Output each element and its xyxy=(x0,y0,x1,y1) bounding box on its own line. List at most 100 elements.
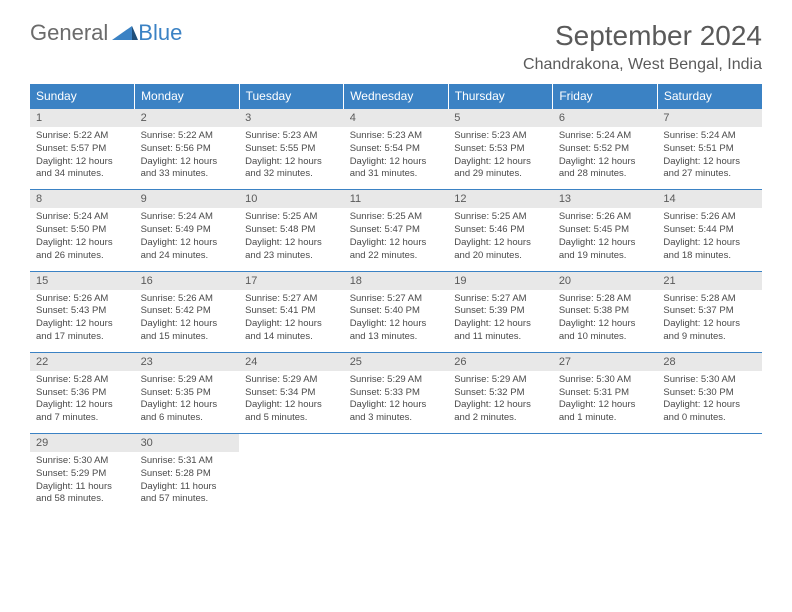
sunrise-line: Sunrise: 5:24 AM xyxy=(663,130,756,143)
sunset-line: Sunset: 5:31 PM xyxy=(559,387,652,400)
day-number: 24 xyxy=(239,352,344,371)
day-number: 19 xyxy=(448,271,553,290)
day-number-row: 15161718192021 xyxy=(30,271,762,290)
day-number: 7 xyxy=(657,109,762,128)
day-number-row: 1234567 xyxy=(30,109,762,128)
day-cell: Sunrise: 5:29 AMSunset: 5:32 PMDaylight:… xyxy=(448,371,553,434)
day-number: 10 xyxy=(239,190,344,209)
day-cell: Sunrise: 5:27 AMSunset: 5:41 PMDaylight:… xyxy=(239,290,344,353)
sunrise-line: Sunrise: 5:24 AM xyxy=(36,211,129,224)
sunset-line: Sunset: 5:50 PM xyxy=(36,224,129,237)
daylight-line: Daylight: 12 hours and 6 minutes. xyxy=(141,399,234,425)
logo-word1: General xyxy=(30,20,108,46)
empty-day-number xyxy=(344,434,449,453)
day-number: 25 xyxy=(344,352,449,371)
sunset-line: Sunset: 5:44 PM xyxy=(663,224,756,237)
weekday-sat: Saturday xyxy=(657,84,762,109)
sunset-line: Sunset: 5:29 PM xyxy=(36,468,129,481)
sunrise-line: Sunrise: 5:28 AM xyxy=(36,374,129,387)
day-cell: Sunrise: 5:26 AMSunset: 5:42 PMDaylight:… xyxy=(135,290,240,353)
sunrise-line: Sunrise: 5:26 AM xyxy=(663,211,756,224)
sunrise-line: Sunrise: 5:29 AM xyxy=(141,374,234,387)
daylight-line: Daylight: 12 hours and 31 minutes. xyxy=(350,156,443,182)
day-number: 3 xyxy=(239,109,344,128)
day-cell: Sunrise: 5:29 AMSunset: 5:33 PMDaylight:… xyxy=(344,371,449,434)
daylight-line: Daylight: 12 hours and 23 minutes. xyxy=(245,237,338,263)
empty-day-number xyxy=(239,434,344,453)
day-cell: Sunrise: 5:30 AMSunset: 5:29 PMDaylight:… xyxy=(30,452,135,514)
sunrise-line: Sunrise: 5:29 AM xyxy=(350,374,443,387)
daylight-line: Daylight: 12 hours and 20 minutes. xyxy=(454,237,547,263)
day-number: 9 xyxy=(135,190,240,209)
empty-day-cell xyxy=(239,452,344,514)
sunrise-line: Sunrise: 5:30 AM xyxy=(559,374,652,387)
sunrise-line: Sunrise: 5:23 AM xyxy=(245,130,338,143)
sunrise-line: Sunrise: 5:22 AM xyxy=(36,130,129,143)
sunset-line: Sunset: 5:55 PM xyxy=(245,143,338,156)
day-number: 13 xyxy=(553,190,658,209)
day-cell: Sunrise: 5:28 AMSunset: 5:38 PMDaylight:… xyxy=(553,290,658,353)
sunrise-line: Sunrise: 5:26 AM xyxy=(36,293,129,306)
day-number: 12 xyxy=(448,190,553,209)
sunset-line: Sunset: 5:30 PM xyxy=(663,387,756,400)
daylight-line: Daylight: 12 hours and 22 minutes. xyxy=(350,237,443,263)
day-cell: Sunrise: 5:28 AMSunset: 5:37 PMDaylight:… xyxy=(657,290,762,353)
daylight-line: Daylight: 12 hours and 34 minutes. xyxy=(36,156,129,182)
day-content-row: Sunrise: 5:24 AMSunset: 5:50 PMDaylight:… xyxy=(30,208,762,271)
day-cell: Sunrise: 5:29 AMSunset: 5:35 PMDaylight:… xyxy=(135,371,240,434)
sunset-line: Sunset: 5:41 PM xyxy=(245,305,338,318)
daylight-line: Daylight: 11 hours and 58 minutes. xyxy=(36,481,129,507)
empty-day-cell xyxy=(657,452,762,514)
daylight-line: Daylight: 12 hours and 10 minutes. xyxy=(559,318,652,344)
sunrise-line: Sunrise: 5:30 AM xyxy=(663,374,756,387)
empty-day-cell xyxy=(344,452,449,514)
daylight-line: Daylight: 12 hours and 14 minutes. xyxy=(245,318,338,344)
sunset-line: Sunset: 5:49 PM xyxy=(141,224,234,237)
day-number: 26 xyxy=(448,352,553,371)
sunrise-line: Sunrise: 5:23 AM xyxy=(454,130,547,143)
daylight-line: Daylight: 12 hours and 13 minutes. xyxy=(350,318,443,344)
day-cell: Sunrise: 5:26 AMSunset: 5:43 PMDaylight:… xyxy=(30,290,135,353)
sunset-line: Sunset: 5:36 PM xyxy=(36,387,129,400)
day-cell: Sunrise: 5:25 AMSunset: 5:48 PMDaylight:… xyxy=(239,208,344,271)
day-number: 17 xyxy=(239,271,344,290)
sunset-line: Sunset: 5:32 PM xyxy=(454,387,547,400)
sunset-line: Sunset: 5:42 PM xyxy=(141,305,234,318)
day-number: 4 xyxy=(344,109,449,128)
day-cell: Sunrise: 5:23 AMSunset: 5:55 PMDaylight:… xyxy=(239,127,344,190)
sunset-line: Sunset: 5:37 PM xyxy=(663,305,756,318)
day-content-row: Sunrise: 5:26 AMSunset: 5:43 PMDaylight:… xyxy=(30,290,762,353)
day-number: 11 xyxy=(344,190,449,209)
sunrise-line: Sunrise: 5:28 AM xyxy=(663,293,756,306)
sunrise-line: Sunrise: 5:25 AM xyxy=(350,211,443,224)
sunrise-line: Sunrise: 5:24 AM xyxy=(141,211,234,224)
day-number: 18 xyxy=(344,271,449,290)
day-cell: Sunrise: 5:27 AMSunset: 5:40 PMDaylight:… xyxy=(344,290,449,353)
day-cell: Sunrise: 5:31 AMSunset: 5:28 PMDaylight:… xyxy=(135,452,240,514)
calendar-table: Sunday Monday Tuesday Wednesday Thursday… xyxy=(30,84,762,514)
empty-day-number xyxy=(553,434,658,453)
day-cell: Sunrise: 5:23 AMSunset: 5:53 PMDaylight:… xyxy=(448,127,553,190)
day-cell: Sunrise: 5:30 AMSunset: 5:30 PMDaylight:… xyxy=(657,371,762,434)
day-number: 22 xyxy=(30,352,135,371)
sunrise-line: Sunrise: 5:24 AM xyxy=(559,130,652,143)
sunrise-line: Sunrise: 5:25 AM xyxy=(245,211,338,224)
sunrise-line: Sunrise: 5:27 AM xyxy=(350,293,443,306)
day-cell: Sunrise: 5:28 AMSunset: 5:36 PMDaylight:… xyxy=(30,371,135,434)
sunset-line: Sunset: 5:51 PM xyxy=(663,143,756,156)
daylight-line: Daylight: 12 hours and 1 minute. xyxy=(559,399,652,425)
daylight-line: Daylight: 12 hours and 0 minutes. xyxy=(663,399,756,425)
sunrise-line: Sunrise: 5:28 AM xyxy=(559,293,652,306)
daylight-line: Daylight: 12 hours and 18 minutes. xyxy=(663,237,756,263)
day-cell: Sunrise: 5:30 AMSunset: 5:31 PMDaylight:… xyxy=(553,371,658,434)
sunset-line: Sunset: 5:38 PM xyxy=(559,305,652,318)
day-content-row: Sunrise: 5:30 AMSunset: 5:29 PMDaylight:… xyxy=(30,452,762,514)
calendar-body: 1234567Sunrise: 5:22 AMSunset: 5:57 PMDa… xyxy=(30,109,762,515)
sunrise-line: Sunrise: 5:23 AM xyxy=(350,130,443,143)
sunset-line: Sunset: 5:53 PM xyxy=(454,143,547,156)
sunset-line: Sunset: 5:34 PM xyxy=(245,387,338,400)
title-block: September 2024 Chandrakona, West Bengal,… xyxy=(523,20,762,74)
weekday-mon: Monday xyxy=(135,84,240,109)
sunset-line: Sunset: 5:57 PM xyxy=(36,143,129,156)
sunset-line: Sunset: 5:52 PM xyxy=(559,143,652,156)
